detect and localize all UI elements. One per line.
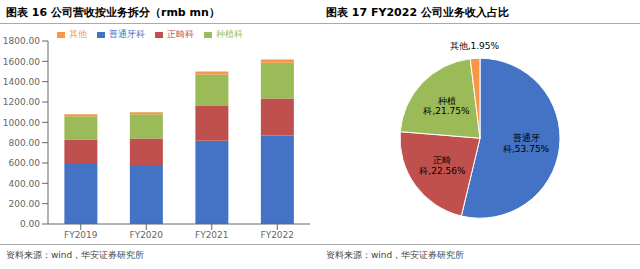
- svg-text:正畸科,22.56%: 正畸科,22.56%: [419, 155, 466, 176]
- svg-text:400.00: 400.00: [9, 179, 41, 189]
- svg-text:普通牙科,53.75%: 普通牙科,53.75%: [503, 133, 550, 154]
- html-text:图表 16 公司营收按业务拆分（rmb mn）: 图表 16 公司营收按业务拆分（rmb mn）: [6, 6, 220, 19]
- svg-text:800.00: 800.00: [9, 138, 41, 148]
- svg-text:FY2021: FY2021: [195, 230, 229, 240]
- svg-text:1000.00: 1000.00: [8, 118, 40, 128]
- svg-text:种植科,21.75%: 种植科,21.75%: [423, 96, 470, 117]
- html-text:普通牙科: 普通牙科: [109, 29, 145, 39]
- svg-text:1200.00: 1200.00: [8, 97, 40, 107]
- svg-text:200.00: 200.00: [9, 199, 41, 209]
- html-text:图表 17 FY2022 公司业务收入占比: 图表 17 FY2022 公司业务收入占比: [326, 6, 509, 19]
- html-text:种植科: 种植科: [216, 29, 243, 39]
- html-text:其他: 其他: [69, 29, 87, 39]
- svg-text:1600.00: 1600.00: [8, 57, 40, 67]
- svg-text:其他,1.95%: 其他,1.95%: [450, 41, 500, 51]
- svg-text:1800.00: 1800.00: [8, 36, 40, 46]
- html-text:正畸科: 正畸科: [167, 29, 194, 39]
- svg-text:1400.00: 1400.00: [8, 77, 40, 87]
- svg-text:600.00: 600.00: [9, 158, 41, 168]
- svg-text:FY2020: FY2020: [129, 230, 163, 240]
- svg-text:0.00: 0.00: [20, 219, 40, 229]
- html-text:资料来源：wind，华安证券研究所: 资料来源：wind，华安证券研究所: [326, 250, 465, 260]
- svg-text:FY2022: FY2022: [260, 230, 294, 240]
- svg-text:FY2019: FY2019: [64, 230, 98, 240]
- html-text:资料来源：wind，华安证券研究所: 资料来源：wind，华安证券研究所: [6, 250, 145, 260]
